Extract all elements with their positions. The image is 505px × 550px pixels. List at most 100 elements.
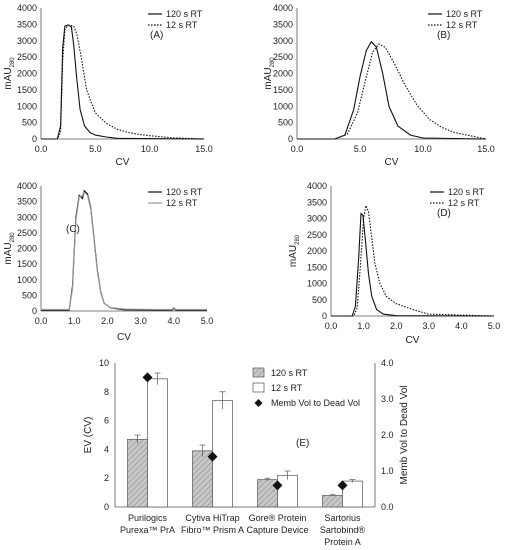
x-axis-title: CV <box>117 332 131 343</box>
panel-label: (E) <box>296 438 309 449</box>
y-tick-label: 4000 <box>307 181 327 191</box>
y-tick-label: 3500 <box>17 19 37 29</box>
y-tick-label: 3000 <box>17 36 37 46</box>
y-axis-title-group: mAU280 <box>3 232 16 265</box>
legend-swatch-120s-rt <box>252 367 265 378</box>
legend-label: 120 s RT <box>166 9 203 19</box>
y-axis-title-main: mAU <box>263 67 274 89</box>
y-tick-label: 3500 <box>307 197 327 207</box>
y-tick-label: 4000 <box>273 3 293 13</box>
y-axis-title-main: mAU <box>3 242 14 264</box>
x-tick-label: 5.0 <box>89 144 102 154</box>
x-axis-title: CV <box>385 157 399 168</box>
panel-a-line-chart: 0 500 1000 1500 2000 2500 3000 3500 4000 0.0 5.0 10… <box>3 3 213 168</box>
legend-label: Memb Vol to Dead Vol <box>271 398 360 408</box>
legend-swatch-12s-rt <box>252 382 265 393</box>
y-tick-label: 500 <box>22 118 37 128</box>
x-tick-label: 0.0 <box>291 144 304 154</box>
y2-axis-title: Memb Vol to Dead Vol <box>399 386 410 485</box>
panel-c-line-chart: 0 500 1000 1500 2000 2500 3000 3500 4000 0.0 1.0 2.… <box>3 181 213 343</box>
category-label: Cytiva HiTrap <box>185 513 239 523</box>
y2-tick-label: 4.0 <box>381 358 394 368</box>
y-tick-label: 3000 <box>17 212 37 222</box>
y-tick-label: 0 <box>322 311 327 321</box>
legend-label: 120 s RT <box>166 187 203 197</box>
x-tick-label: 3.0 <box>423 321 436 331</box>
category-label: Sartorius <box>324 513 361 523</box>
panel-label: (B) <box>437 30 450 41</box>
y-axis-title-group: mAU280 <box>3 57 16 90</box>
legend-label: 12 s RT <box>166 198 198 208</box>
x-tick-label: 4.0 <box>455 321 468 331</box>
category-label: Gore® Protein <box>249 513 307 523</box>
category-label: Protein A <box>324 537 361 547</box>
diamond-marker-memb-vol <box>207 451 218 462</box>
y-axis-title-main: mAU <box>3 67 14 89</box>
y-tick-label: 2500 <box>17 52 37 62</box>
panel-d-line-chart: 0 500 1000 1500 2000 2500 3000 3500 4000 0.0 1.0 2.… <box>288 181 500 346</box>
y-tick-label: 10 <box>99 358 109 368</box>
category-label: Purilogics <box>128 513 168 523</box>
y2-tick-label: 1.0 <box>381 466 394 476</box>
series-line-120s-rt <box>297 40 487 140</box>
y-tick-label: 0 <box>288 134 293 144</box>
y-axis-title-group: mAU280 <box>288 234 301 267</box>
x-tick-label: 0.0 <box>35 144 48 154</box>
legend-label: 120 s RT <box>271 368 308 378</box>
series-line-120s-rt <box>41 24 205 140</box>
series-line-12s-rt <box>297 43 487 140</box>
x-tick-label: 2.0 <box>390 321 403 331</box>
y-tick-label: 8 <box>104 387 109 397</box>
category-label: Capture Device <box>246 525 308 535</box>
y-tick-label: 2500 <box>273 52 293 62</box>
legend-label: 12 s RT <box>166 20 198 30</box>
x-axis-title: CV <box>116 157 130 168</box>
y-axis-title: mAU280 <box>263 57 276 90</box>
y-tick-label: 1500 <box>273 85 293 95</box>
x-tick-label: 1.0 <box>68 316 81 326</box>
y-axis-title-group: EV (CV) <box>83 417 94 454</box>
x-tick-label: 15.0 <box>477 144 495 154</box>
y-axis-title: mAU280 <box>3 57 16 90</box>
y-axis-title-subscript: 280 <box>295 234 301 245</box>
y-axis-title: mAU280 <box>3 232 16 265</box>
y-tick-label: 4000 <box>17 181 37 191</box>
y-axis-title-subscript: 280 <box>270 57 276 68</box>
x-tick-label: 10.0 <box>414 144 432 154</box>
legend-label: 12 s RT <box>446 20 478 30</box>
y2-tick-label: 0.0 <box>381 502 394 512</box>
x-tick-label: 5.0 <box>354 144 367 154</box>
category-label: Purexa™ PrA <box>120 525 175 535</box>
y-tick-label: 1000 <box>17 101 37 111</box>
category-label: Fibro™ Prism A <box>181 525 244 535</box>
y-tick-label: 3000 <box>273 36 293 46</box>
legend-swatch-diamond <box>254 399 263 407</box>
y-tick-label: 2000 <box>17 244 37 254</box>
series-line-120s-rt <box>41 189 207 311</box>
y-tick-label: 2500 <box>17 228 37 238</box>
bar-12s-rt <box>147 378 168 508</box>
y-tick-label: 2000 <box>17 69 37 79</box>
series-line-120s-rt <box>331 212 495 317</box>
y-tick-label: 4 <box>104 444 109 454</box>
y-tick-label: 0 <box>32 134 37 144</box>
y-tick-label: 2000 <box>273 69 293 79</box>
diamond-marker-memb-vol <box>272 480 283 491</box>
y-tick-label: 2000 <box>307 246 327 256</box>
y2-axis-title-group: Memb Vol to Dead Vol <box>399 386 410 485</box>
diamond-marker-memb-vol <box>337 480 348 491</box>
series-line-12s-rt <box>41 191 207 310</box>
panel-b-line-chart: 0 500 1000 1500 2000 2500 3000 3500 4000 0.0 5.0 10… <box>263 3 495 168</box>
category-label: Sartobind® <box>320 525 366 535</box>
y-tick-label: 500 <box>278 118 293 128</box>
y-tick-label: 1500 <box>17 259 37 269</box>
y-tick-label: 1500 <box>17 85 37 95</box>
bar-120s-rt <box>127 438 148 508</box>
y-axis-title-subscript: 280 <box>10 57 16 68</box>
y2-tick-label: 2.0 <box>381 430 394 440</box>
y-tick-label: 3500 <box>17 197 37 207</box>
diamond-marker-memb-vol <box>142 372 153 383</box>
y-axis-title-group: mAU280 <box>263 57 276 90</box>
legend-label: 12 s RT <box>448 198 480 208</box>
x-tick-label: 5.0 <box>201 316 214 326</box>
